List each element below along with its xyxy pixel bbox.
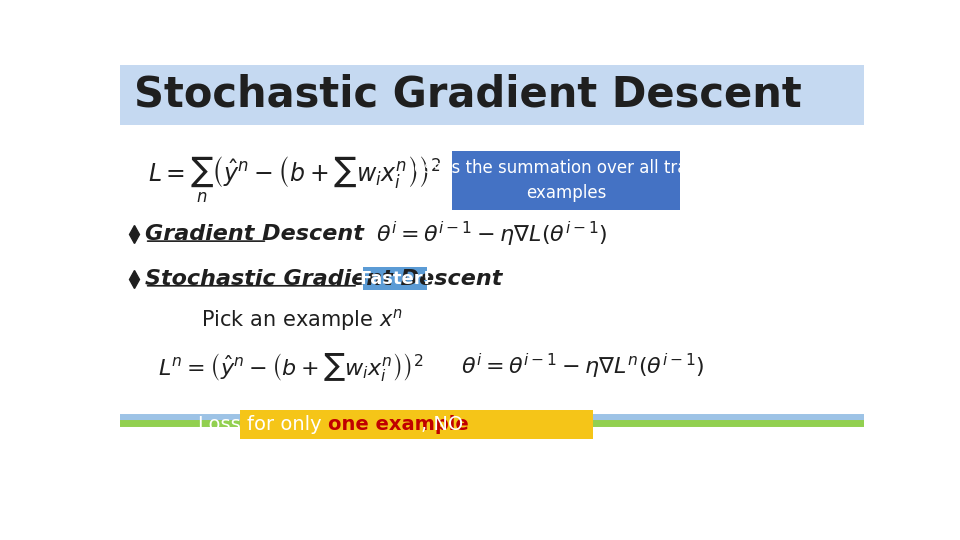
Text: , NO: , NO: [420, 415, 463, 434]
Text: Gradient Descent: Gradient Descent: [145, 224, 364, 244]
Text: $L = \sum_n \left( \hat{y}^n - \left(b + \sum w_i x_i^n\right) \right)^2$: $L = \sum_n \left( \hat{y}^n - \left(b +…: [148, 155, 442, 205]
Text: Loss is the summation over all training
examples: Loss is the summation over all training …: [405, 159, 728, 202]
Text: Stochastic Gradient Descent: Stochastic Gradient Descent: [134, 74, 802, 116]
Text: $\theta^i = \theta^{i-1} - \eta \nabla L\left(\theta^{i-1}\right)$: $\theta^i = \theta^{i-1} - \eta \nabla L…: [375, 220, 608, 249]
Text: $\theta^i = \theta^{i-1} - \eta \nabla L^n\left(\theta^{i-1}\right)$: $\theta^i = \theta^{i-1} - \eta \nabla L…: [461, 352, 705, 381]
Text: Pick an example $x^n$: Pick an example $x^n$: [202, 307, 403, 333]
FancyBboxPatch shape: [240, 410, 592, 439]
FancyBboxPatch shape: [120, 65, 864, 125]
Text: Faster!: Faster!: [359, 270, 431, 288]
FancyBboxPatch shape: [452, 151, 681, 210]
Text: Loss for only: Loss for only: [198, 415, 327, 434]
Text: one example: one example: [327, 415, 468, 434]
FancyBboxPatch shape: [363, 267, 427, 291]
Text: Stochastic Gradient Descent: Stochastic Gradient Descent: [145, 269, 502, 289]
Text: $L^n = \left( \hat{y}^n - \left(b + \sum w_i x_i^n\right) \right)^2$: $L^n = \left( \hat{y}^n - \left(b + \sum…: [157, 350, 423, 383]
